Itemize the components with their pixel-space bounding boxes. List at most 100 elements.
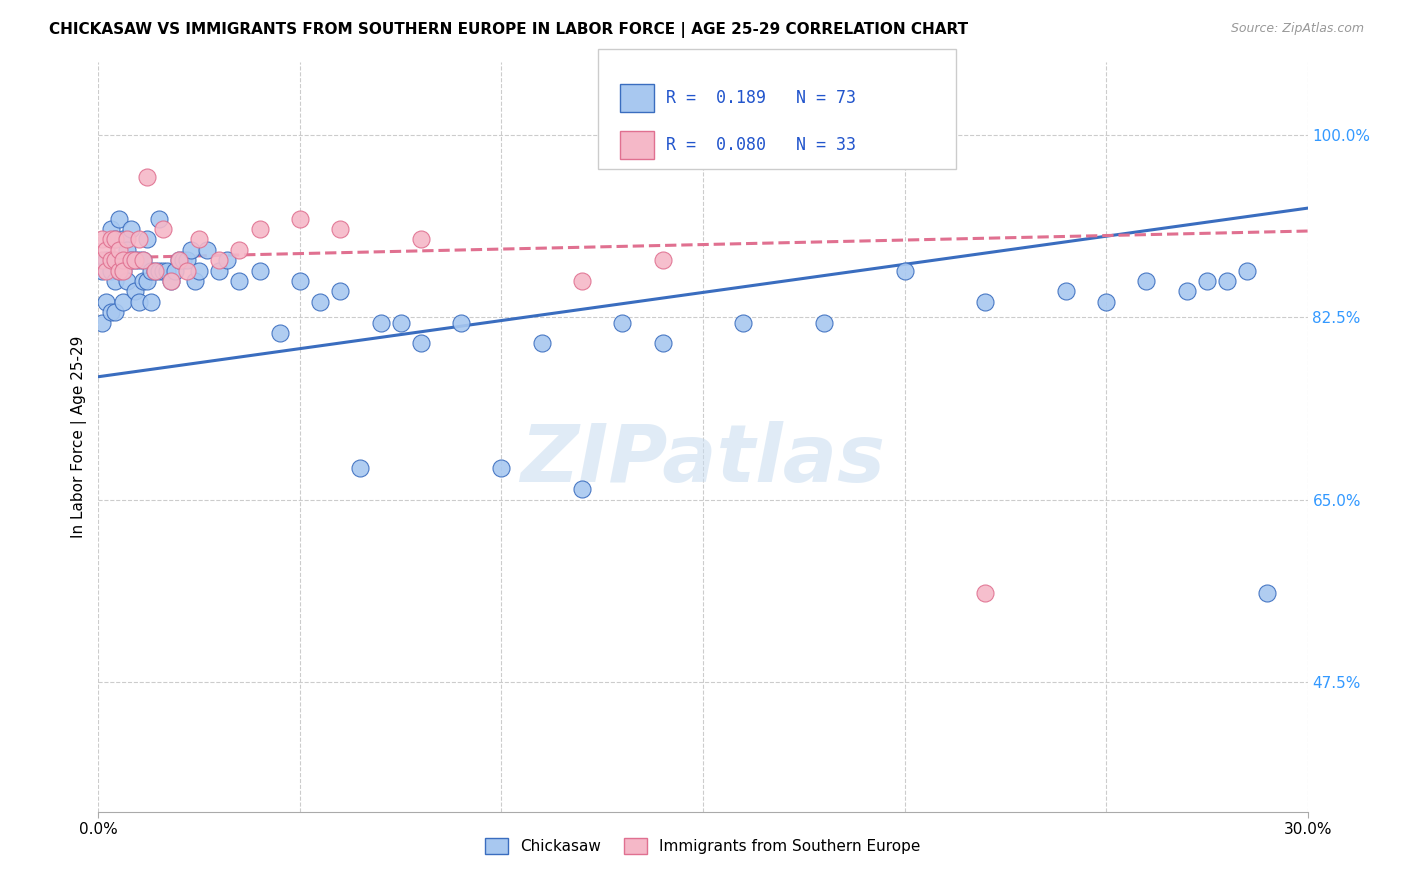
Point: [115, 243, 138, 257]
Point: [188, 232, 211, 246]
Point: [893, 263, 915, 277]
Point: [208, 263, 231, 277]
Point: [309, 294, 332, 309]
Point: [100, 222, 122, 236]
Point: [100, 305, 122, 319]
Point: [208, 253, 231, 268]
Point: [91, 263, 114, 277]
Point: [103, 232, 125, 246]
Point: [156, 263, 179, 277]
Point: [115, 274, 138, 288]
Point: [91, 253, 114, 268]
Point: [571, 482, 593, 496]
Text: CHICKASAW VS IMMIGRANTS FROM SOUTHERN EUROPE IN LABOR FORCE | AGE 25-29 CORRELAT: CHICKASAW VS IMMIGRANTS FROM SOUTHERN EU…: [49, 22, 969, 38]
Point: [111, 294, 134, 309]
Point: [111, 232, 134, 246]
Point: [1216, 274, 1239, 288]
Point: [530, 336, 553, 351]
Point: [120, 253, 142, 268]
Point: [103, 305, 125, 319]
Point: [571, 274, 593, 288]
Point: [651, 336, 673, 351]
Point: [103, 232, 125, 246]
Point: [184, 274, 207, 288]
Point: [107, 263, 129, 277]
Point: [228, 243, 250, 257]
Point: [96, 294, 118, 309]
Point: [120, 253, 142, 268]
Point: [329, 285, 352, 299]
Point: [120, 222, 142, 236]
Point: [160, 274, 183, 288]
Point: [111, 263, 134, 277]
Point: [128, 253, 150, 268]
Point: [111, 253, 134, 268]
Point: [228, 274, 250, 288]
Point: [152, 222, 174, 236]
Point: [135, 169, 157, 184]
Point: [329, 222, 352, 236]
Point: [103, 253, 125, 268]
Point: [269, 326, 291, 340]
Point: [148, 263, 170, 277]
Point: [288, 274, 311, 288]
Point: [103, 274, 125, 288]
Point: [1236, 263, 1258, 277]
Point: [143, 263, 166, 277]
Point: [96, 263, 118, 277]
Point: [132, 253, 155, 268]
Y-axis label: In Labor Force | Age 25-29: In Labor Force | Age 25-29: [72, 336, 87, 538]
Point: [1175, 285, 1198, 299]
Point: [370, 316, 392, 330]
Point: [249, 222, 271, 236]
Point: [160, 274, 183, 288]
Point: [733, 316, 755, 330]
Point: [180, 243, 202, 257]
Point: [135, 274, 157, 288]
Point: [124, 285, 146, 299]
Point: [974, 294, 997, 309]
Point: [100, 253, 122, 268]
Point: [249, 263, 271, 277]
Point: [195, 243, 218, 257]
Point: [107, 263, 129, 277]
Point: [349, 461, 371, 475]
Point: [813, 316, 835, 330]
Point: [612, 316, 634, 330]
Point: [188, 263, 211, 277]
Point: [974, 586, 997, 600]
Point: [1195, 274, 1218, 288]
Point: [100, 232, 122, 246]
Point: [107, 243, 129, 257]
Point: [167, 253, 190, 268]
Point: [152, 263, 174, 277]
Point: [115, 232, 138, 246]
Point: [1095, 294, 1118, 309]
Point: [107, 211, 129, 226]
Legend: Chickasaw, Immigrants from Southern Europe: Chickasaw, Immigrants from Southern Euro…: [479, 832, 927, 860]
Text: ZIPatlas: ZIPatlas: [520, 420, 886, 499]
Text: R =  0.189   N = 73: R = 0.189 N = 73: [666, 89, 856, 107]
Point: [111, 263, 134, 277]
Point: [409, 336, 432, 351]
Point: [163, 263, 186, 277]
Point: [1054, 285, 1077, 299]
Point: [148, 211, 170, 226]
Point: [124, 253, 146, 268]
Point: [176, 263, 198, 277]
Point: [135, 232, 157, 246]
Point: [96, 243, 118, 257]
Text: Source: ZipAtlas.com: Source: ZipAtlas.com: [1230, 22, 1364, 36]
Point: [100, 263, 122, 277]
Point: [128, 232, 150, 246]
Point: [172, 253, 194, 268]
Point: [124, 253, 146, 268]
Point: [450, 316, 472, 330]
Point: [1256, 586, 1278, 600]
Point: [139, 263, 162, 277]
Point: [1135, 274, 1157, 288]
Point: [128, 294, 150, 309]
Point: [651, 253, 673, 268]
Point: [143, 263, 166, 277]
Point: [91, 232, 114, 246]
